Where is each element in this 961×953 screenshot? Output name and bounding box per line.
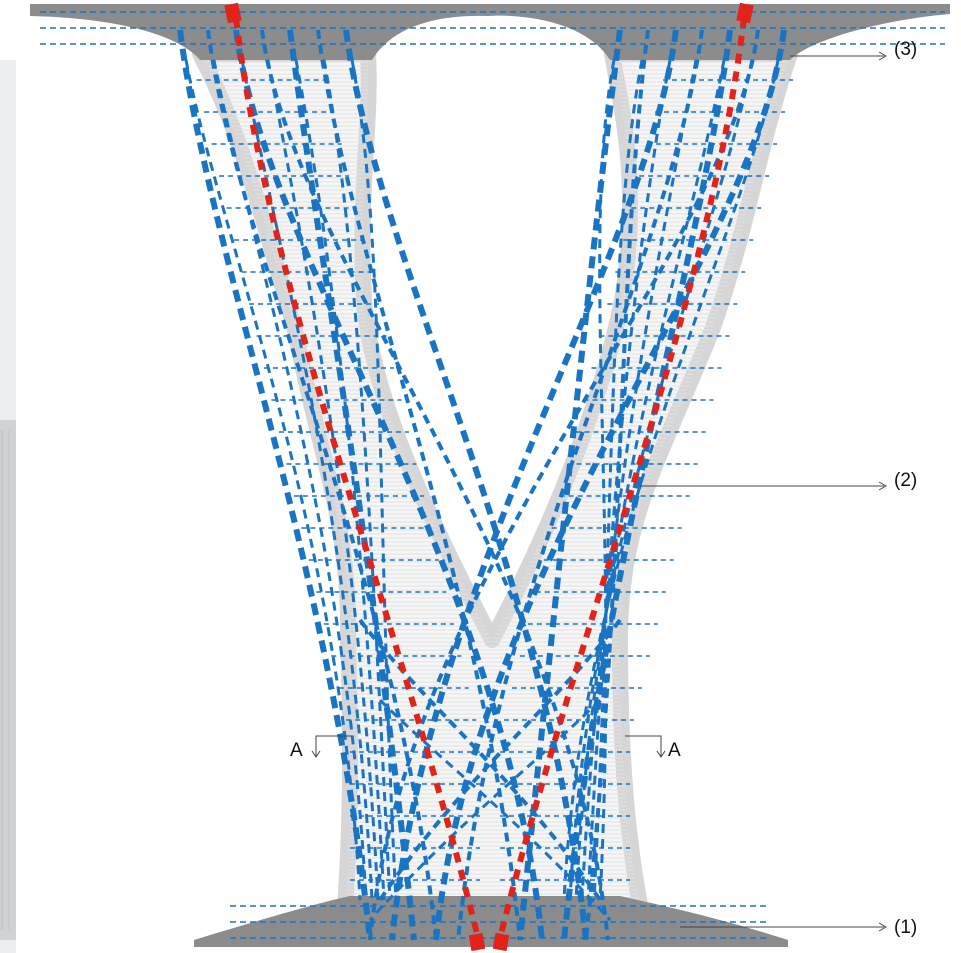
anchor-bottom-left [468,932,486,952]
prestressing-tendons [40,11,945,941]
tendon-path [177,29,373,941]
tendon-path [368,698,602,922]
label-part-3: (3) [894,39,917,60]
tendon-path [266,59,380,901]
tendon-path [574,59,726,901]
tendon-path [260,29,610,941]
red-tendon-left [233,17,481,939]
label-part-1: (1) [894,917,917,938]
tendon-path [233,29,545,941]
section-label-left: A [290,740,303,761]
tendon-path [240,59,374,901]
tendon-path [378,698,612,922]
tendon-path [287,29,417,941]
tendon-path [562,59,780,901]
tendon-path [517,29,623,941]
main-tendons [233,17,747,939]
tendon-path [343,29,589,941]
anchor-top-left [224,2,242,24]
tendon-path [294,59,386,901]
tendon-path [358,618,602,902]
red-tendon-right [497,17,747,939]
section-label-right: A [668,740,681,761]
top-slab [30,4,950,60]
tendon-path [206,29,438,941]
tendon-path [350,59,398,901]
leader-lines [311,51,888,932]
anchor-top-right [736,2,754,24]
tendon-path [389,29,679,941]
tendon-path [592,59,644,901]
tendon-path [322,59,392,901]
left-edge-strip [0,60,16,953]
tendon-path [212,59,368,901]
label-part-2: (2) [894,470,917,491]
tendon-path [378,618,622,902]
tendon-path [368,29,760,941]
anchor-bottom-right [492,932,510,952]
